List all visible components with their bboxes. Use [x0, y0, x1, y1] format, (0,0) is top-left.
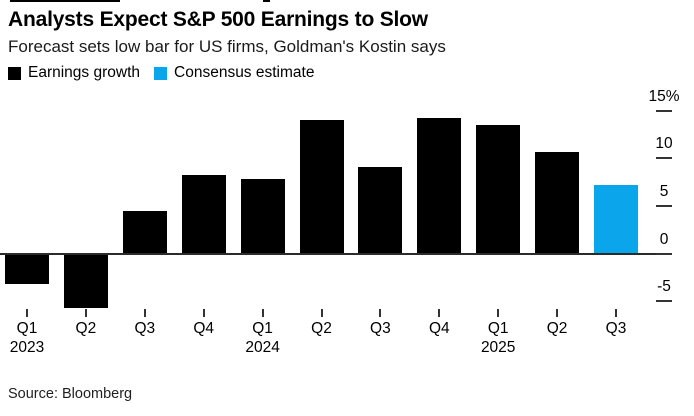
x-axis-tick	[143, 309, 146, 317]
x-axis-quarter-label: Q3	[370, 320, 391, 337]
x-axis-quarter-label: Q2	[75, 320, 97, 337]
top-edge-crop-artifact-small	[263, 0, 270, 2]
top-edge-crop-artifact	[10, 0, 120, 2]
bar-q3-2025-estimate	[594, 184, 638, 254]
legend-swatch-consensus-estimate	[154, 66, 168, 80]
bar-q4-2024	[417, 118, 462, 254]
x-axis-tick	[84, 309, 87, 317]
bar-q1-2024	[240, 179, 285, 254]
x-axis-quarter-label: Q1	[16, 320, 38, 337]
x-axis-year-label: 2023	[9, 339, 45, 356]
bar-q2-2024	[299, 120, 344, 254]
x-axis-year-label: 2024	[245, 339, 280, 356]
x-axis-tick	[438, 309, 441, 317]
bar-q1-2025	[476, 124, 521, 254]
x-axis-quarter-label: Q2	[311, 320, 332, 337]
legend-item-consensus-estimate: Consensus estimate	[154, 65, 314, 81]
source-note: Source: Bloomberg	[8, 386, 133, 402]
x-axis-quarter-label: Q2	[546, 320, 568, 337]
bar-q3-2024	[358, 166, 403, 254]
legend-item-earnings-growth: Earnings growth	[8, 65, 140, 81]
x-axis-tick	[379, 309, 382, 317]
y-axis-tick-label: 5	[659, 182, 669, 200]
x-axis-year-label: 2025	[480, 339, 516, 356]
x-axis-quarter-label: Q4	[193, 320, 215, 337]
axis-zero-line	[0, 252, 672, 255]
bar-q4-2023	[181, 175, 226, 254]
x-axis-tick	[261, 309, 264, 317]
x-axis-tick	[556, 309, 559, 317]
legend-swatch-earnings-growth	[8, 66, 21, 80]
x-axis-tick	[26, 309, 28, 317]
legend-label-consensus-estimate: Consensus estimate	[174, 64, 315, 81]
y-axis-tick-label: 0	[659, 230, 669, 248]
x-axis-tick	[320, 309, 323, 317]
x-axis-tick	[202, 309, 205, 317]
x-axis-tick	[615, 309, 617, 317]
bar-q2-2025	[535, 151, 580, 254]
bar-q3-2023	[122, 210, 167, 254]
chart-title: Analysts Expect S&P 500 Earnings to Slow	[8, 8, 428, 31]
y-axis-tick-label: 15%	[648, 87, 680, 105]
bar-q1-2023	[5, 254, 49, 285]
x-axis-quarter-label: Q3	[134, 320, 156, 337]
y-axis-tick	[656, 157, 672, 160]
chart-subtitle: Forecast sets low bar for US firms, Gold…	[8, 37, 446, 56]
bar-q2-2023	[63, 254, 108, 308]
x-axis-tick	[497, 309, 500, 317]
y-axis-tick	[656, 204, 672, 207]
x-axis-quarter-label: Q3	[605, 320, 627, 337]
y-axis-tick	[656, 300, 672, 303]
y-axis-tick	[656, 252, 672, 255]
x-axis-quarter-label: Q4	[428, 320, 450, 337]
legend-label-earnings-growth: Earnings growth	[28, 64, 141, 81]
y-axis-tick-label: -5	[657, 278, 671, 296]
x-axis-quarter-label: Q1	[252, 320, 273, 337]
y-axis-tick	[656, 109, 672, 112]
x-axis-quarter-label: Q1	[487, 320, 509, 337]
y-axis-tick-label: 10	[655, 135, 673, 153]
legend: Earnings growth Consensus estimate	[8, 65, 314, 81]
